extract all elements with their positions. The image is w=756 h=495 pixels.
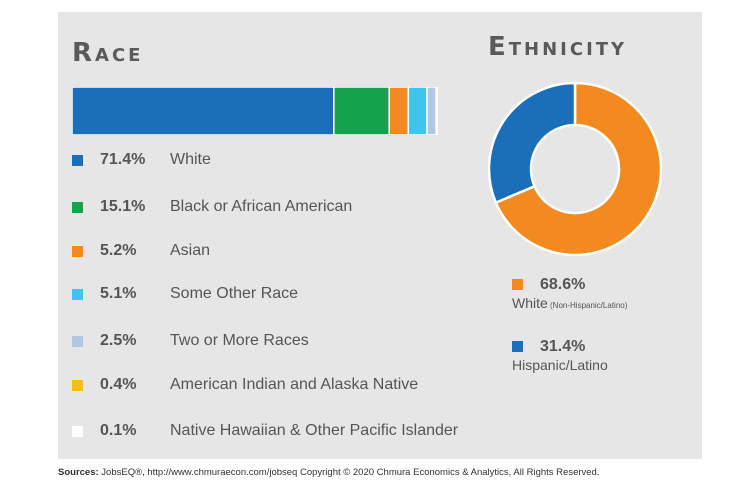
legend-label: Some Other Race	[170, 285, 299, 302]
race-legend-item: 5.1% Some Other Race	[72, 284, 298, 304]
legend-label: Black or African American	[170, 198, 353, 215]
race-bar-segment-black-or-african-american	[333, 87, 390, 135]
legend-value: 5.2%	[100, 242, 137, 259]
race-legend-item: 0.4% American Indian and Alaska Native	[72, 375, 418, 395]
race-legend-item: 0.1% Native Hawaiian & Other Pacific Isla…	[72, 421, 458, 441]
legend-swatch	[512, 341, 523, 352]
race-bar-segment-white	[72, 87, 335, 135]
legend-value: 31.4%	[540, 338, 586, 355]
legend-label: American Indian and Alaska Native	[170, 376, 419, 393]
legend-value: 68.6%	[540, 276, 586, 293]
race-bar-segment-asian	[388, 87, 410, 135]
race-legend-item: 15.1% Black or African American	[72, 197, 352, 217]
legend-swatch	[72, 379, 83, 391]
legend-value: 2.5%	[100, 332, 137, 349]
legend-swatch	[72, 288, 83, 300]
race-title: Race	[72, 38, 144, 68]
donut-slice-hispanic-latino	[488, 82, 577, 205]
legend-label: Hispanic/Latino	[512, 357, 608, 373]
legend-swatch	[72, 245, 83, 257]
race-bar-segment-two-or-more-races	[426, 87, 437, 135]
legend-swatch	[72, 154, 83, 166]
source-label: Sources:	[58, 467, 99, 478]
ethnicity-title: Ethnicity	[488, 32, 628, 62]
legend-label: Native Hawaiian & Other Pacific Islander	[170, 422, 459, 439]
legend-label-text: White	[512, 295, 548, 311]
race-legend-item: 5.2% Asian	[72, 241, 210, 261]
source-footer: Sources: JobsEQ®, http://www.chmuraecon.…	[58, 467, 599, 478]
race-stacked-bar	[72, 87, 438, 135]
legend-label: White	[170, 151, 211, 168]
legend-value: 15.1%	[100, 198, 146, 215]
race-legend-item: 71.4% White	[72, 150, 211, 170]
legend-value: 0.1%	[100, 422, 137, 439]
race-legend-item: 2.5% Two or More Races	[72, 331, 309, 351]
legend-label: Two or More Races	[170, 332, 309, 349]
legend-swatch	[72, 201, 83, 213]
legend-swatch	[512, 279, 523, 290]
race-bar-segment-some-other-race	[407, 87, 428, 135]
legend-label: Asian	[170, 242, 211, 259]
donut-outline	[488, 82, 662, 256]
legend-value: 5.1%	[100, 285, 137, 302]
legend-value: 71.4%	[100, 151, 146, 168]
source-text: JobsEQ®, http://www.chmuraecon.com/jobse…	[98, 467, 600, 478]
ethnicity-donut	[488, 82, 662, 256]
legend-label: White (Non-Hispanic/Latino)	[512, 295, 627, 311]
legend-swatch	[72, 335, 83, 347]
legend-label-note: (Non-Hispanic/Latino)	[547, 301, 628, 310]
legend-swatch	[72, 425, 83, 437]
legend-label-text: Hispanic/Latino	[512, 357, 608, 373]
legend-value: 0.4%	[100, 376, 137, 393]
